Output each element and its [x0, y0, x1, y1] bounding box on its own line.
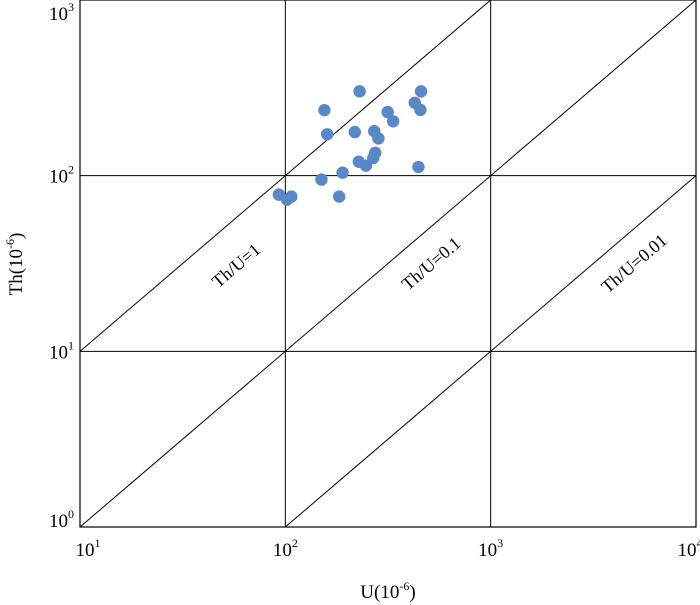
ratio-line: [79, 0, 697, 528]
grid-lines: [80, 0, 696, 527]
y-axis-label: Th(10-6): [3, 233, 27, 296]
y-tick-label: 103: [49, 0, 74, 25]
ratio-line: [285, 175, 697, 528]
data-point: [336, 166, 349, 179]
ratio-lines: Th/U=1 Th/U=0.1 Th/U=0.01: [79, 0, 697, 528]
data-point: [333, 190, 346, 203]
data-point: [353, 85, 366, 98]
y-tick-label: 101: [49, 338, 74, 363]
data-point: [381, 105, 394, 119]
data-point: [318, 103, 331, 117]
ratio-line-label: Th/U=0.01: [597, 230, 671, 297]
x-tick-label: 104: [678, 536, 700, 561]
data-point: [372, 132, 385, 145]
x-tick-label: 102: [273, 536, 298, 561]
data-point: [285, 190, 298, 203]
data-point: [369, 146, 382, 159]
ratio-line-label: Th/U=0.1: [398, 233, 465, 294]
data-point: [412, 160, 425, 174]
data-point: [386, 115, 400, 128]
data-point: [414, 103, 427, 117]
data-point: [414, 85, 428, 98]
plot-frame: [79, 0, 697, 528]
y-tick-label: 102: [49, 163, 74, 188]
ratio-line-label: Th/U=1: [208, 239, 264, 291]
ratio-line: [79, 0, 491, 352]
data-points: [272, 85, 428, 206]
y-axis-label-exponent: -6: [3, 239, 17, 249]
x-tick-label: 101: [76, 536, 101, 561]
data-point: [315, 173, 328, 186]
data-point: [321, 128, 334, 141]
x-axis-label: U(10-6): [360, 579, 415, 603]
x-tick-label: 103: [478, 536, 503, 561]
y-tick-label: 100: [49, 507, 74, 532]
data-point: [348, 125, 362, 139]
x-axis-label-exponent: -6: [399, 579, 409, 593]
